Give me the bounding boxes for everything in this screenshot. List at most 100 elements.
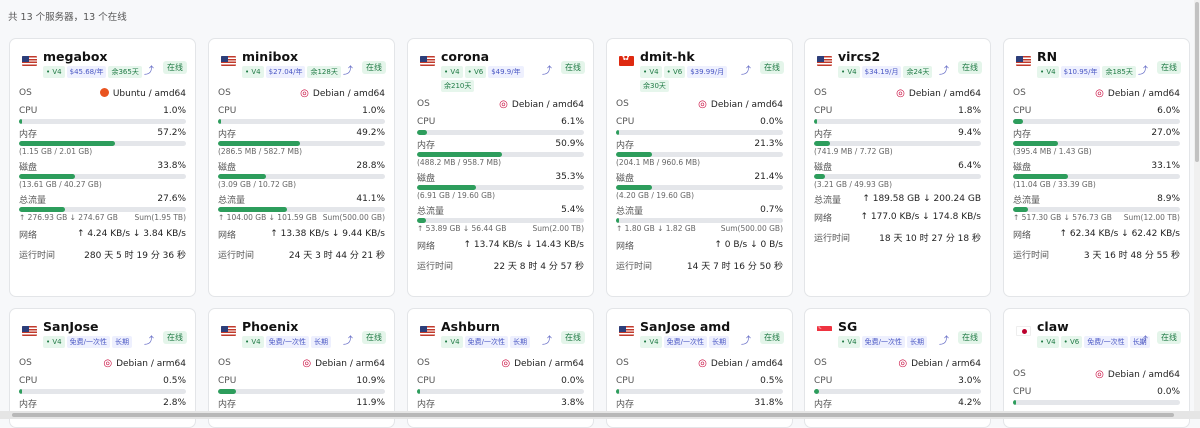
os-row: OS ◎ Debian / arm64 <box>19 353 186 373</box>
memory-detail: (286.5 MB / 582.7 MB) <box>218 147 385 158</box>
server-name[interactable]: dmit-hk <box>640 49 695 64</box>
horizontal-scrollbar[interactable] <box>0 411 1200 419</box>
disk-label: 磁盘 <box>19 162 38 173</box>
cpu-label: CPU <box>616 376 635 386</box>
trend-chart-icon[interactable]: ⤴ <box>144 66 154 77</box>
trend-chart-icon[interactable]: ⤴ <box>939 66 949 77</box>
memory-label: 内存 <box>616 140 635 151</box>
os-row: OS ◎ Debian / amd64 <box>218 83 385 103</box>
card-metrics: OS ◎ Debian / amd64 CPU 0.5% 内存 31.8% <box>616 353 783 417</box>
server-name[interactable]: vircs2 <box>838 49 881 64</box>
os-value: ◎ Debian / amd64 <box>1095 368 1180 380</box>
traffic-bar-fill <box>218 207 287 212</box>
tag-ip: V4 <box>640 336 662 348</box>
tag-price: $49.9/年 <box>488 66 524 78</box>
trend-chart-icon[interactable]: ⤴ <box>741 66 751 77</box>
memory-label: 内存 <box>417 140 436 151</box>
os-value: Ubuntu / amd64 <box>99 87 186 99</box>
flag-us-icon <box>221 326 236 336</box>
tag-price: $27.04/年 <box>265 66 306 78</box>
disk-row: 磁盘 28.8% <box>218 158 385 174</box>
server-name[interactable]: Phoenix <box>242 319 299 334</box>
memory-label: 内存 <box>19 129 38 140</box>
memory-label: 内存 <box>417 399 436 410</box>
trend-chart-icon[interactable]: ⤴ <box>939 336 949 347</box>
trend-chart-icon[interactable]: ⤴ <box>144 336 154 347</box>
traffic-label: 总流量 <box>218 195 246 206</box>
memory-value: 31.8% <box>754 398 783 408</box>
disk-bar <box>1013 174 1180 179</box>
server-name[interactable]: SanJose amd <box>640 319 731 334</box>
uptime-value: 18 天 10 时 27 分 18 秒 <box>879 233 981 244</box>
server-name[interactable]: Ashburn <box>441 319 500 334</box>
trend-chart-icon[interactable]: ⤴ <box>542 336 552 347</box>
server-name[interactable]: SG <box>838 319 858 334</box>
cpu-bar-fill <box>19 389 22 394</box>
memory-label: 内存 <box>19 399 38 410</box>
server-name[interactable]: RN <box>1037 49 1058 64</box>
tag-price: 免费/一次性 <box>663 336 707 348</box>
cpu-value: 6.0% <box>1157 106 1180 116</box>
traffic-detail-left: ↑ 517.30 GB ↓ 576.73 GB <box>1013 213 1112 222</box>
cpu-value: 1.8% <box>958 106 981 116</box>
traffic-detail-left: ↑ 276.93 GB ↓ 274.67 GB <box>19 213 118 222</box>
cpu-bar-fill <box>417 389 420 394</box>
trend-chart-icon[interactable]: ⤴ <box>343 336 353 347</box>
os-label: OS <box>19 358 32 368</box>
server-name[interactable]: minibox <box>242 49 299 64</box>
server-name[interactable]: claw <box>1037 319 1069 334</box>
traffic-value: 5.4% <box>561 205 584 215</box>
memory-detail-left: (741.9 MB / 7.72 GB) <box>814 147 893 156</box>
tag-ip: V4 <box>441 336 463 348</box>
cpu-label: CPU <box>1013 106 1032 116</box>
tag-price: 长期 <box>509 336 530 348</box>
disk-row: 磁盘 21.4% <box>616 169 783 185</box>
tag-ip: V4 <box>43 66 65 78</box>
disk-detail: (6.91 GB / 19.60 GB) <box>417 191 584 202</box>
trend-chart-icon[interactable]: ⤴ <box>343 66 353 77</box>
memory-row: 内存 31.8% <box>616 395 783 411</box>
cpu-row: CPU 0.5% <box>616 373 783 389</box>
disk-label: 磁盘 <box>616 173 635 184</box>
uptime-row: 运行时间 18 天 10 时 27 分 18 秒 <box>814 227 981 247</box>
cpu-label: CPU <box>814 106 833 116</box>
trend-chart-icon[interactable]: ⤴ <box>1138 336 1148 347</box>
trend-chart-icon[interactable]: ⤴ <box>741 336 751 347</box>
tag-price: $34.19/月 <box>861 66 902 78</box>
debian-icon: ◎ <box>300 87 309 99</box>
tag-ip: V4 <box>1037 336 1059 348</box>
os-value: ◎ Debian / amd64 <box>896 87 981 99</box>
memory-row: 内存 9.4% <box>814 125 981 141</box>
memory-row: 内存 3.8% <box>417 395 584 411</box>
uptime-row: 运行时间 14 天 7 时 16 分 50 秒 <box>616 255 783 275</box>
trend-chart-icon[interactable]: ⤴ <box>1138 66 1148 77</box>
os-value: ◎ Debian / arm64 <box>103 357 186 369</box>
os-label: OS <box>1013 369 1026 379</box>
server-name[interactable]: SanJose <box>43 319 99 334</box>
server-name[interactable]: megabox <box>43 49 108 64</box>
trend-chart-icon[interactable]: ⤴ <box>542 66 552 77</box>
vertical-scrollbar[interactable] <box>1194 0 1200 411</box>
server-name[interactable]: corona <box>441 49 490 64</box>
os-value: ◎ Debian / amd64 <box>698 98 783 110</box>
cpu-bar <box>19 389 186 394</box>
cpu-row: CPU 10.9% <box>218 373 385 389</box>
tag-price: 免费/一次性 <box>464 336 508 348</box>
status-badge: 在线 <box>1157 61 1181 74</box>
tag-rem: 余365天 <box>108 66 142 78</box>
network-value: ↑ 13.38 KB/s ↓ 9.44 KB/s <box>270 229 385 239</box>
